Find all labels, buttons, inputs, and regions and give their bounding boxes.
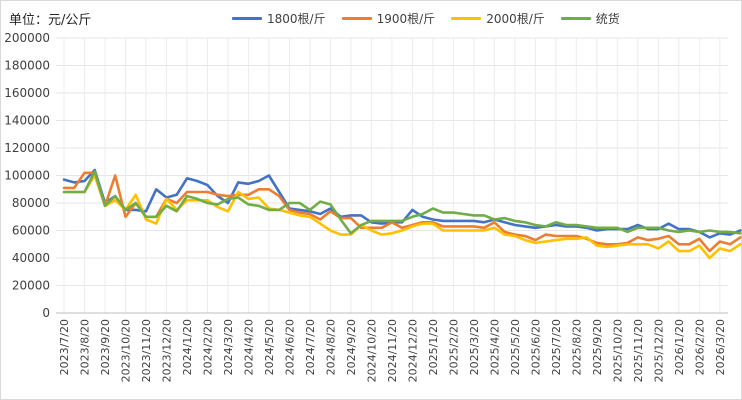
legend-item: 统货: [560, 10, 620, 27]
legend-item: 2000根/斤: [451, 10, 545, 27]
x-tick-label: 2025/5/20: [509, 319, 522, 375]
x-tick-label: 2024/6/20: [283, 319, 296, 375]
legend-item: 1900根/斤: [341, 10, 436, 27]
y-tick-label: 140000: [4, 114, 50, 128]
x-tick-label: 2024/4/20: [242, 319, 255, 375]
x-tick-label: 2023/8/20: [78, 319, 91, 375]
x-tick-label: 2025/2/20: [447, 319, 460, 375]
legend-label: 1900根/斤: [376, 11, 436, 26]
x-tick-label: 2024/2/20: [201, 319, 214, 375]
x-tick-label: 2024/9/20: [345, 319, 358, 375]
x-tick-label: 2023/10/20: [119, 319, 132, 382]
legend-swatch: [451, 16, 482, 20]
legend-swatch: [560, 16, 591, 20]
x-tick-label: 2025/12/20: [652, 319, 665, 382]
x-tick-label: 2023/12/20: [160, 319, 173, 382]
x-tick-label: 2023/9/20: [99, 319, 112, 375]
x-tick-label: 2023/11/20: [140, 319, 153, 382]
x-tick-label: 2024/5/20: [263, 319, 276, 375]
legend-item: 1800根/斤: [232, 10, 326, 27]
y-tick-label: 40000: [12, 251, 50, 265]
series-line: [62, 171, 742, 253]
y-tick-label: 60000: [12, 224, 50, 238]
y-tick-label: 80000: [12, 196, 50, 210]
x-tick-label: 2025/10/20: [611, 319, 624, 382]
x-tick-label: 2023/7/20: [58, 319, 71, 375]
legend-swatch: [341, 16, 372, 20]
x-tick-label: 2024/7/20: [304, 319, 317, 375]
x-tick-label: 2025/3/20: [468, 319, 481, 375]
x-tick-label: 2024/1/20: [181, 319, 194, 375]
legend-swatch: [232, 16, 262, 20]
x-tick-label: 2025/7/20: [550, 319, 563, 375]
x-tick-label: 2025/1/20: [427, 319, 440, 375]
x-tick-label: 2024/8/20: [324, 319, 337, 375]
unit-label: 单位：元/公斤: [9, 13, 92, 28]
x-tick-label: 2026/2/20: [693, 319, 706, 375]
x-tick-label: 2024/12/20: [406, 319, 419, 382]
x-tick-label: 2024/10/20: [365, 319, 378, 382]
x-tick-label: 2025/6/20: [529, 319, 542, 375]
series-line: [62, 168, 742, 239]
x-tick-label: 2025/9/20: [591, 319, 604, 375]
series-line: [62, 174, 742, 260]
y-tick-label: 120000: [4, 141, 50, 155]
y-tick-label: 160000: [4, 86, 50, 100]
x-tick-label: 2026/1/20: [673, 319, 686, 375]
series-line: [62, 170, 742, 235]
x-tick-label: 2024/3/20: [222, 319, 235, 375]
y-tick-label: 180000: [4, 59, 50, 73]
x-tick-label: 2026/3/20: [714, 319, 727, 375]
y-tick-label: 0: [42, 306, 50, 320]
x-tick-label: 2025/8/20: [570, 319, 583, 375]
legend-label: 1800根/斤: [267, 11, 326, 26]
legend: 1800根/斤 1900根/斤 2000根/斤 统货: [232, 10, 636, 26]
x-tick-label: 2025/11/20: [632, 319, 645, 382]
legend-label: 2000根/斤: [486, 11, 545, 26]
y-tick-label: 200000: [4, 31, 50, 45]
x-tick-label: 2025/4/20: [488, 319, 501, 375]
legend-label: 统货: [595, 11, 620, 26]
y-tick-label: 20000: [12, 279, 50, 293]
x-tick-label: 2024/11/20: [386, 319, 399, 382]
y-tick-label: 100000: [4, 169, 50, 183]
